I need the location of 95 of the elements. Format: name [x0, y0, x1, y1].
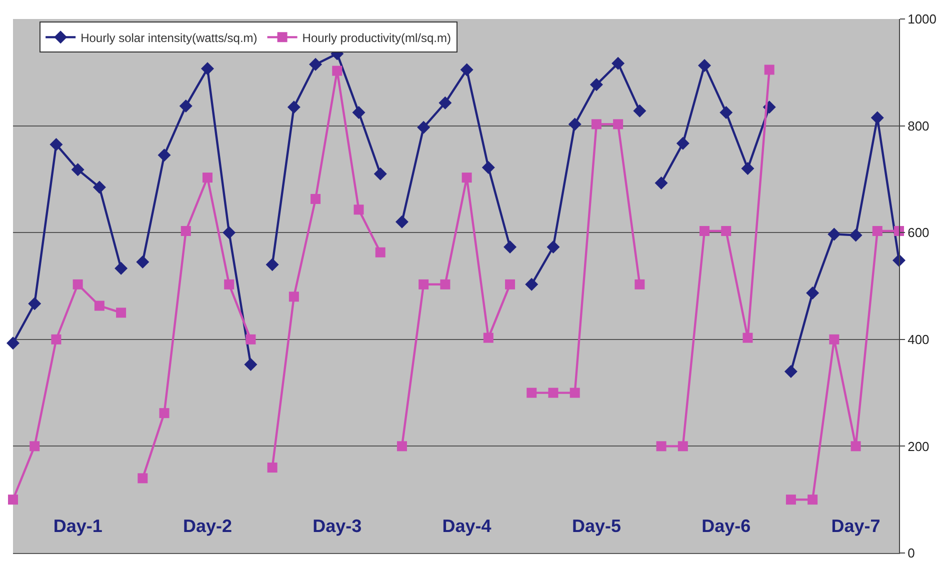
legend-label: Hourly solar intensity(watts/sq.m) [80, 30, 258, 45]
point [158, 148, 171, 162]
point [742, 332, 753, 343]
y-tick-label: 400 [908, 332, 930, 347]
y-tick-label: 1000 [908, 12, 937, 27]
point [396, 441, 407, 452]
point [440, 279, 450, 290]
point [288, 292, 299, 302]
point [159, 408, 170, 418]
point [676, 136, 690, 150]
point [700, 226, 710, 236]
point [568, 118, 582, 131]
point [395, 215, 408, 228]
point [200, 62, 214, 76]
x-tick-label: Day-3 [312, 516, 362, 536]
point [656, 441, 666, 452]
point [721, 226, 732, 236]
point [870, 111, 884, 124]
point [850, 441, 861, 452]
point [246, 334, 256, 344]
point [72, 279, 83, 290]
point [462, 172, 472, 183]
point [591, 119, 602, 130]
point [114, 262, 128, 275]
point [375, 247, 386, 258]
point [526, 388, 537, 398]
point [179, 100, 192, 113]
point [354, 204, 364, 215]
point [310, 194, 321, 204]
point [570, 388, 580, 398]
point [332, 66, 342, 76]
point [504, 240, 517, 254]
point [720, 106, 733, 119]
y-tick-label: 600 [908, 225, 930, 240]
y-tick-label: 200 [908, 438, 930, 454]
point [71, 163, 84, 176]
point [8, 494, 18, 505]
point [136, 255, 150, 268]
point [741, 162, 754, 176]
point [51, 334, 62, 344]
y-tick-label: 0 [908, 546, 915, 561]
point [309, 58, 322, 71]
point [698, 58, 712, 72]
point [30, 441, 40, 452]
point [872, 226, 882, 236]
point [94, 300, 104, 311]
point [202, 172, 212, 183]
point [654, 176, 668, 190]
point [808, 494, 818, 505]
point [222, 226, 236, 240]
point [6, 336, 20, 350]
point [224, 279, 234, 290]
x-tick-label: Day-7 [831, 516, 880, 536]
point [633, 104, 646, 118]
point [50, 138, 63, 151]
point [418, 279, 429, 290]
point [546, 240, 560, 254]
y-tick-label: 800 [908, 118, 930, 134]
point [548, 388, 558, 398]
point [482, 160, 495, 174]
point [849, 228, 862, 242]
point [417, 120, 430, 134]
point [287, 100, 300, 114]
point [92, 180, 106, 194]
point [764, 64, 774, 75]
point [806, 286, 820, 300]
point [460, 63, 474, 76]
point [612, 56, 625, 70]
point [116, 308, 126, 318]
point [28, 297, 42, 310]
x-tick-label: Day-5 [572, 516, 621, 536]
point [374, 167, 387, 180]
point [352, 106, 366, 119]
point [525, 278, 538, 291]
x-tick-label: Day-6 [702, 516, 751, 536]
point [678, 441, 688, 452]
point [786, 494, 796, 505]
point [267, 462, 278, 473]
point [266, 258, 279, 272]
point [244, 358, 258, 371]
point [505, 279, 516, 290]
point [828, 228, 841, 241]
point [784, 364, 798, 378]
point [138, 473, 148, 484]
point [483, 332, 494, 343]
x-tick-label: Day-1 [53, 516, 102, 536]
point [613, 119, 624, 130]
point [634, 279, 645, 290]
point [438, 96, 452, 110]
point [590, 78, 603, 92]
x-tick-label: Day-2 [182, 516, 232, 536]
legend-label: Hourly productivity(ml/sq.m) [302, 30, 451, 45]
x-tick-label: Day-4 [442, 516, 492, 536]
point [829, 334, 840, 344]
point [180, 226, 191, 236]
